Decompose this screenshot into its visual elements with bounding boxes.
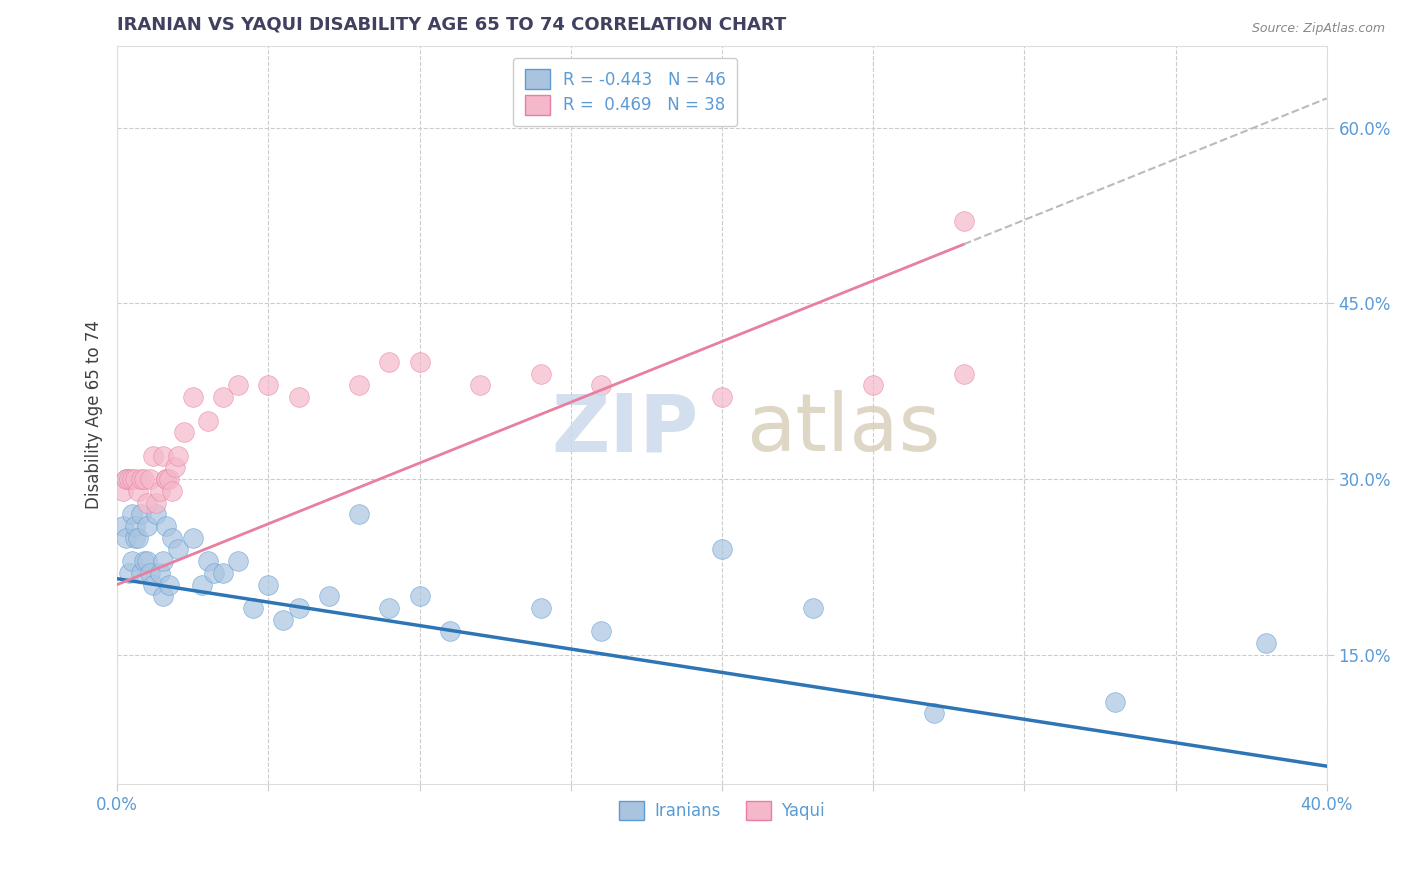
Point <box>121 472 143 486</box>
Point <box>710 390 733 404</box>
Point <box>408 355 430 369</box>
Point <box>115 472 138 486</box>
Point <box>439 624 461 639</box>
Point <box>115 472 138 486</box>
Point <box>112 483 135 498</box>
Point <box>121 554 143 568</box>
Point <box>287 390 309 404</box>
Point <box>202 566 225 580</box>
Point <box>226 378 249 392</box>
Point <box>118 472 141 486</box>
Point <box>257 577 280 591</box>
Point <box>589 378 612 392</box>
Point <box>127 483 149 498</box>
Point <box>115 531 138 545</box>
Point <box>257 378 280 392</box>
Point <box>157 472 180 486</box>
Point <box>173 425 195 440</box>
Point <box>166 542 188 557</box>
Point <box>155 519 177 533</box>
Point <box>347 508 370 522</box>
Point <box>145 495 167 509</box>
Point <box>112 519 135 533</box>
Point <box>589 624 612 639</box>
Text: IRANIAN VS YAQUI DISABILITY AGE 65 TO 74 CORRELATION CHART: IRANIAN VS YAQUI DISABILITY AGE 65 TO 74… <box>117 15 786 33</box>
Point <box>142 577 165 591</box>
Point <box>136 554 159 568</box>
Point <box>139 472 162 486</box>
Point <box>953 367 976 381</box>
Point <box>134 554 156 568</box>
Point <box>801 601 824 615</box>
Y-axis label: Disability Age 65 to 74: Disability Age 65 to 74 <box>86 320 103 509</box>
Point <box>197 554 219 568</box>
Point <box>468 378 491 392</box>
Point <box>191 577 214 591</box>
Point <box>347 378 370 392</box>
Point <box>155 472 177 486</box>
Point <box>318 589 340 603</box>
Point <box>124 531 146 545</box>
Point <box>124 472 146 486</box>
Point <box>136 495 159 509</box>
Point <box>148 566 170 580</box>
Legend: Iranians, Yaqui: Iranians, Yaqui <box>613 795 831 827</box>
Point <box>148 483 170 498</box>
Point <box>160 531 183 545</box>
Point <box>152 449 174 463</box>
Point <box>139 566 162 580</box>
Point <box>127 531 149 545</box>
Point <box>142 449 165 463</box>
Point <box>273 613 295 627</box>
Point <box>408 589 430 603</box>
Point <box>160 483 183 498</box>
Point <box>134 472 156 486</box>
Point <box>1256 636 1278 650</box>
Point <box>287 601 309 615</box>
Point <box>212 390 235 404</box>
Point <box>157 577 180 591</box>
Point <box>121 508 143 522</box>
Point <box>953 214 976 228</box>
Point <box>181 390 204 404</box>
Point <box>197 413 219 427</box>
Point <box>131 566 153 580</box>
Point <box>922 706 945 721</box>
Point <box>152 554 174 568</box>
Point <box>136 519 159 533</box>
Point <box>1104 695 1126 709</box>
Text: atlas: atlas <box>745 391 941 468</box>
Point <box>529 601 551 615</box>
Point <box>378 601 401 615</box>
Point <box>145 508 167 522</box>
Point <box>163 460 186 475</box>
Point <box>152 589 174 603</box>
Text: Source: ZipAtlas.com: Source: ZipAtlas.com <box>1251 22 1385 36</box>
Point <box>378 355 401 369</box>
Point <box>529 367 551 381</box>
Point <box>118 566 141 580</box>
Point <box>124 519 146 533</box>
Point <box>212 566 235 580</box>
Point <box>155 472 177 486</box>
Point <box>181 531 204 545</box>
Point <box>226 554 249 568</box>
Point <box>710 542 733 557</box>
Point <box>166 449 188 463</box>
Text: ZIP: ZIP <box>551 391 699 468</box>
Point <box>131 472 153 486</box>
Point <box>862 378 884 392</box>
Point <box>131 508 153 522</box>
Point <box>242 601 264 615</box>
